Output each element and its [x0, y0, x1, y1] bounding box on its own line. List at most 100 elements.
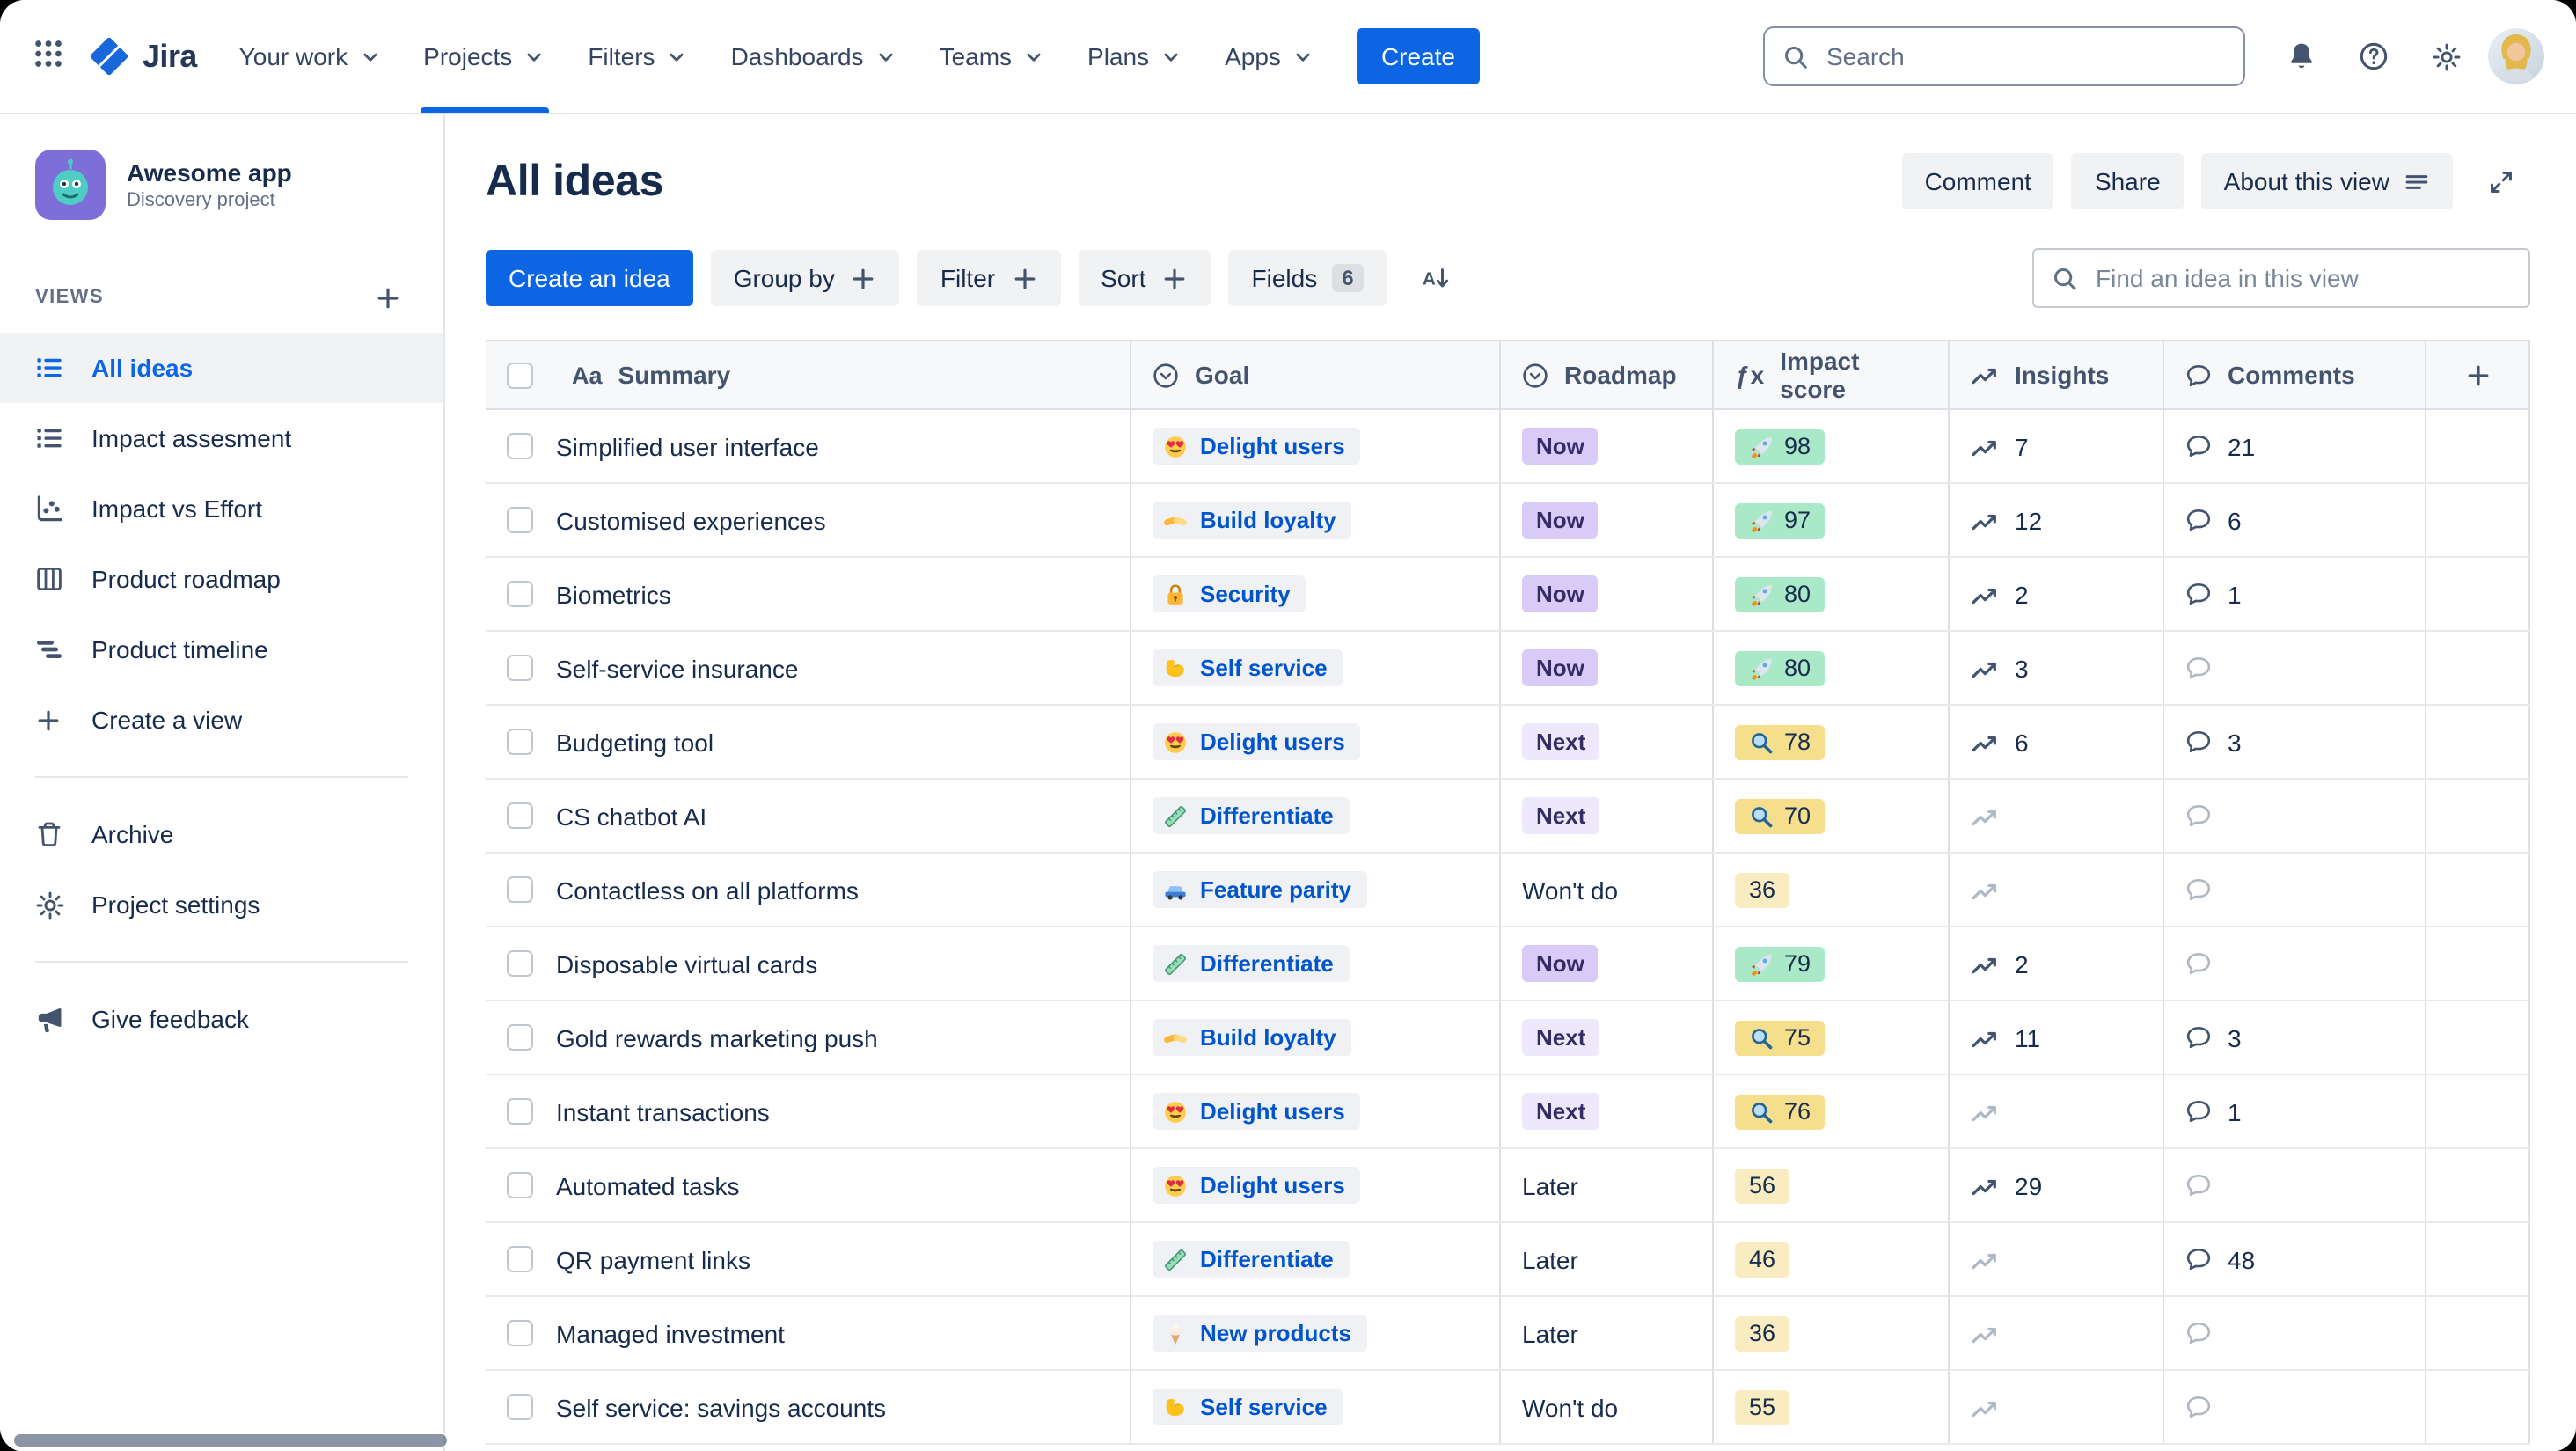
row-checkbox[interactable]: [507, 581, 533, 607]
row-checkbox[interactable]: [507, 1098, 533, 1125]
column-header-goal[interactable]: Goal: [1130, 341, 1499, 408]
roadmap-value[interactable]: Next: [1522, 723, 1600, 760]
insights-cell[interactable]: [1948, 1075, 2163, 1147]
goal-pill[interactable]: Self service: [1153, 649, 1343, 686]
insights-cell[interactable]: 2: [1948, 558, 2163, 630]
nav-item-apps[interactable]: Apps: [1204, 0, 1336, 113]
nav-item-your-work[interactable]: Your work: [218, 0, 403, 113]
give-feedback-button[interactable]: Give feedback: [0, 984, 443, 1054]
nav-item-dashboards[interactable]: Dashboards: [710, 0, 918, 113]
idea-summary[interactable]: CS chatbot AI: [556, 802, 707, 830]
impact-score-pill[interactable]: 55: [1735, 1389, 1790, 1425]
row-checkbox[interactable]: [507, 655, 533, 681]
table-row[interactable]: QR payment links Differentiate Later 46 …: [486, 1223, 2530, 1297]
insights-cell[interactable]: 7: [1948, 410, 2163, 482]
sort-button[interactable]: Sort: [1078, 250, 1211, 306]
impact-score-pill[interactable]: 80: [1735, 650, 1826, 685]
user-avatar[interactable]: [2488, 28, 2544, 84]
insights-cell[interactable]: [1948, 780, 2163, 852]
table-row[interactable]: Instant transactions Delight users Next …: [486, 1075, 2530, 1149]
about-this-view-button[interactable]: About this view: [2200, 153, 2453, 209]
roadmap-value[interactable]: Next: [1522, 797, 1600, 834]
insights-cell[interactable]: 12: [1948, 484, 2163, 556]
roadmap-value[interactable]: Later: [1522, 1319, 1578, 1347]
impact-score-pill[interactable]: 98: [1735, 429, 1826, 464]
share-button[interactable]: Share: [2071, 153, 2184, 209]
sidebar-item-create-a-view[interactable]: Create a view: [0, 685, 443, 755]
horizontal-scrollbar[interactable]: [14, 1434, 447, 1447]
nav-item-teams[interactable]: Teams: [918, 0, 1066, 113]
idea-summary[interactable]: Biometrics: [556, 580, 671, 608]
comments-cell[interactable]: [2163, 1149, 2425, 1221]
row-checkbox[interactable]: [507, 1024, 533, 1051]
column-header-roadmap[interactable]: Roadmap: [1499, 341, 1712, 408]
impact-score-pill[interactable]: 79: [1735, 946, 1826, 981]
roadmap-value[interactable]: Next: [1522, 1093, 1600, 1130]
add-view-button[interactable]: [366, 276, 408, 319]
nav-item-filters[interactable]: Filters: [567, 0, 709, 113]
goal-pill[interactable]: Differentiate: [1153, 797, 1350, 834]
idea-summary[interactable]: Contactless on all platforms: [556, 876, 859, 904]
add-column-button[interactable]: [2425, 341, 2530, 408]
row-checkbox[interactable]: [507, 802, 533, 829]
idea-summary[interactable]: Budgeting tool: [556, 728, 714, 756]
column-header-insights[interactable]: Insights: [1948, 341, 2163, 408]
impact-score-pill[interactable]: 36: [1735, 1315, 1790, 1351]
goal-pill[interactable]: New products: [1153, 1315, 1367, 1352]
insights-cell[interactable]: 29: [1948, 1149, 2163, 1221]
idea-summary[interactable]: Instant transactions: [556, 1097, 770, 1125]
comments-cell[interactable]: [2163, 1371, 2425, 1443]
goal-pill[interactable]: Build loyalty: [1153, 502, 1352, 539]
nav-item-projects[interactable]: Projects: [402, 0, 567, 113]
idea-summary[interactable]: Self-service insurance: [556, 654, 799, 682]
table-row[interactable]: Managed investment New products Later 36: [486, 1297, 2530, 1371]
goal-pill[interactable]: Differentiate: [1153, 945, 1350, 982]
comments-cell[interactable]: 1: [2163, 1075, 2425, 1147]
comments-cell[interactable]: [2163, 927, 2425, 1000]
row-checkbox[interactable]: [507, 433, 533, 459]
idea-summary[interactable]: Managed investment: [556, 1319, 785, 1347]
table-row[interactable]: Simplified user interface Delight users …: [486, 410, 2530, 484]
table-row[interactable]: Disposable virtual cards Differentiate N…: [486, 927, 2530, 1001]
table-row[interactable]: Budgeting tool Delight users Next 78 6 3: [486, 706, 2530, 780]
idea-summary[interactable]: Disposable virtual cards: [556, 949, 818, 978]
insights-cell[interactable]: [1948, 1371, 2163, 1443]
column-header-comments[interactable]: Comments: [2163, 341, 2425, 408]
notifications-button[interactable]: [2272, 28, 2331, 84]
table-row[interactable]: Contactless on all platforms Feature par…: [486, 854, 2530, 927]
sidebar-item-product-roadmap[interactable]: Product roadmap: [0, 544, 443, 614]
roadmap-value[interactable]: Now: [1522, 945, 1599, 982]
row-checkbox[interactable]: [507, 876, 533, 903]
comments-cell[interactable]: 1: [2163, 558, 2425, 630]
filter-button[interactable]: Filter: [917, 250, 1061, 306]
goal-pill[interactable]: Security: [1153, 575, 1306, 612]
idea-summary[interactable]: Customised experiences: [556, 506, 826, 534]
idea-summary[interactable]: Self service: savings accounts: [556, 1393, 887, 1421]
goal-pill[interactable]: Delight users: [1153, 1167, 1361, 1204]
fields-button[interactable]: Fields 6: [1228, 250, 1387, 306]
impact-score-pill[interactable]: 46: [1735, 1242, 1790, 1277]
table-row[interactable]: Gold rewards marketing push Build loyalt…: [486, 1001, 2530, 1075]
insights-cell[interactable]: [1948, 854, 2163, 926]
roadmap-value[interactable]: Won't do: [1522, 1393, 1619, 1421]
comments-cell[interactable]: [2163, 632, 2425, 704]
roadmap-value[interactable]: Now: [1522, 649, 1599, 686]
insights-cell[interactable]: 6: [1948, 706, 2163, 778]
project-header[interactable]: Awesome app Discovery project: [0, 150, 443, 220]
sidebar-item-impact-assesment[interactable]: Impact assesment: [0, 403, 443, 473]
goal-pill[interactable]: Delight users: [1153, 723, 1361, 760]
column-header-summary[interactable]: Aa Summary: [486, 341, 1130, 408]
table-row[interactable]: Automated tasks Delight users Later 56 2…: [486, 1149, 2530, 1223]
goal-pill[interactable]: Differentiate: [1153, 1241, 1350, 1278]
goal-pill[interactable]: Delight users: [1153, 428, 1361, 465]
sidebar-item-product-timeline[interactable]: Product timeline: [0, 614, 443, 685]
impact-score-pill[interactable]: 76: [1735, 1094, 1826, 1129]
nav-item-plans[interactable]: Plans: [1066, 0, 1204, 113]
comments-cell[interactable]: [2163, 780, 2425, 852]
idea-summary[interactable]: QR payment links: [556, 1245, 750, 1273]
sidebar-item-all-ideas[interactable]: All ideas: [0, 333, 443, 403]
roadmap-value[interactable]: Later: [1522, 1245, 1578, 1273]
roadmap-value[interactable]: Now: [1522, 502, 1599, 539]
comment-button[interactable]: Comment: [1901, 153, 2054, 209]
column-header-impact-score[interactable]: ƒ x Impact score: [1712, 341, 1948, 408]
